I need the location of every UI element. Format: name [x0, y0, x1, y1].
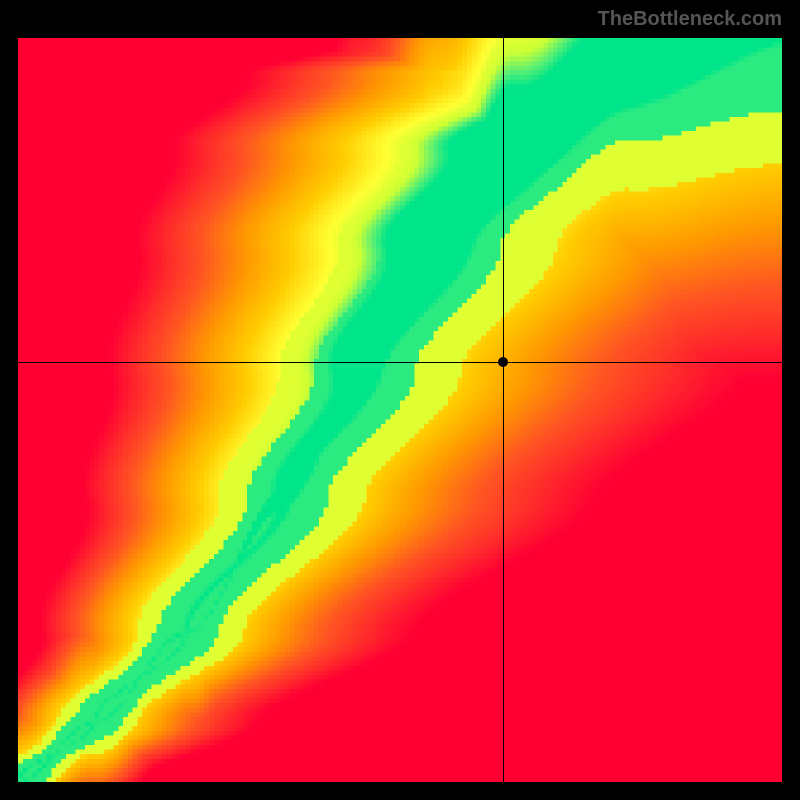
plot-area: [18, 38, 782, 782]
chart-container: TheBottleneck.com: [0, 0, 800, 800]
marker-dot: [498, 357, 508, 367]
heatmap-canvas: [18, 38, 782, 782]
crosshair-horizontal: [18, 362, 782, 363]
crosshair-vertical: [503, 38, 504, 782]
watermark-text: TheBottleneck.com: [598, 8, 782, 31]
